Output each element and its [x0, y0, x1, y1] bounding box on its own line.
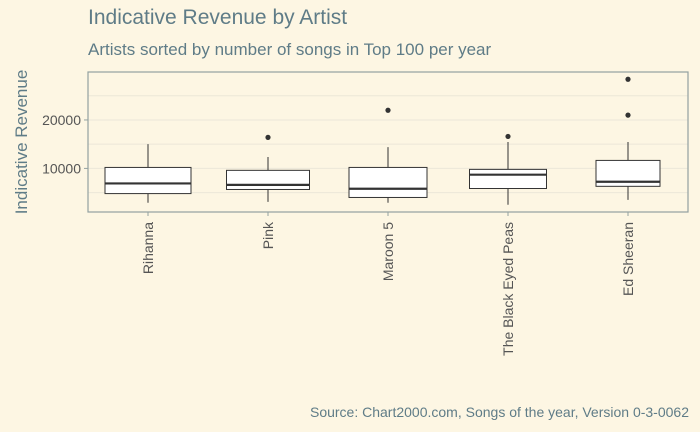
x-tick-label: Rihanna [140, 222, 156, 274]
x-tick-label: Ed Sheeran [620, 222, 636, 296]
outlier-point [505, 133, 511, 140]
outlier-point [265, 134, 271, 140]
box-maroon-5 [348, 166, 428, 198]
outlier-point [625, 76, 631, 82]
outlier-point [385, 107, 391, 113]
chart-subtitle: Artists sorted by number of songs in Top… [88, 40, 492, 59]
y-tick-label: 20000 [42, 112, 81, 128]
chart-title: Indicative Revenue by Artist [88, 6, 348, 29]
x-tick-label: Maroon 5 [380, 222, 396, 281]
y-tick-label: 10000 [42, 160, 81, 176]
x-tick-label: Pink [260, 221, 276, 249]
outlier-point [625, 112, 631, 118]
x-tick-label: The Black Eyed Peas [500, 222, 516, 356]
box-the-black-eyed-peas [469, 168, 547, 190]
box-pink [226, 169, 310, 190]
box-rihanna [104, 166, 192, 195]
chart-caption: Source: Chart2000.com, Songs of the year… [309, 404, 689, 420]
